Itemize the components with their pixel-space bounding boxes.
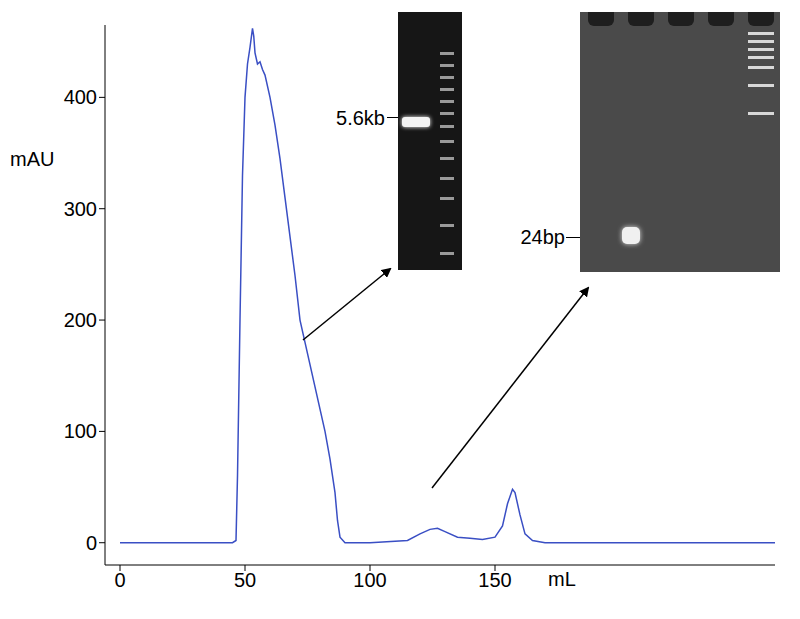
svg-text:100: 100 bbox=[353, 569, 386, 591]
svg-text:100: 100 bbox=[64, 420, 97, 442]
svg-text:150: 150 bbox=[478, 569, 511, 591]
svg-text:50: 50 bbox=[234, 569, 256, 591]
svg-text:400: 400 bbox=[64, 86, 97, 108]
svg-text:300: 300 bbox=[64, 198, 97, 220]
html-text:5.6kb: 5.6kb bbox=[336, 107, 385, 129]
svg-text:200: 200 bbox=[64, 309, 97, 331]
html-text:mAU: mAU bbox=[10, 148, 55, 170]
svg-text:0: 0 bbox=[114, 569, 125, 591]
html-text:mL: mL bbox=[548, 568, 576, 590]
html-text:24bp: 24bp bbox=[520, 226, 565, 248]
svg-text:0: 0 bbox=[86, 532, 97, 554]
